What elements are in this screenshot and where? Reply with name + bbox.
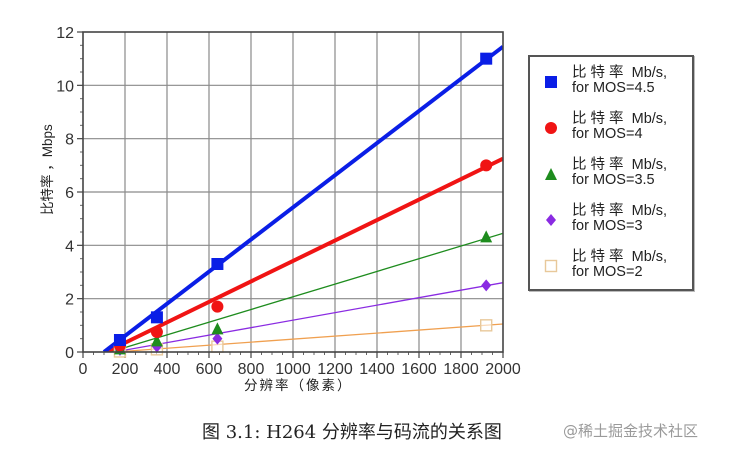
- triangle-marker: [480, 230, 493, 243]
- legend-item-mos-4: 比 特 率 Mb/s, for MOS=4: [530, 111, 692, 151]
- chart-legend: 比 特 率 Mb/s, for MOS=4.5 比 特 率 Mb/s, for MO…: [528, 55, 694, 291]
- square-marker: [150, 311, 163, 324]
- x-tick-label: 200: [112, 361, 139, 378]
- y-axis-label: 比特率 ，Mbps: [40, 124, 55, 215]
- y-tick-label: 10: [56, 78, 74, 95]
- fit-line: [114, 323, 503, 352]
- diamond-marker: [481, 279, 492, 292]
- watermark: @稀土掘金技术社区: [563, 422, 699, 440]
- circle-marker: [480, 159, 493, 172]
- legend-label-line2: for MOS=4: [572, 126, 643, 142]
- legend-item-mos-3: 比 特 率 Mb/s, for MOS=3: [530, 203, 692, 243]
- open-square-marker-icon: [544, 259, 558, 273]
- fit-line: [114, 282, 503, 352]
- circle-marker: [211, 300, 224, 313]
- y-tick-label: 6: [65, 185, 74, 202]
- y-tick-label: 0: [65, 345, 74, 362]
- legend-label-line2: for MOS=2: [572, 264, 643, 280]
- legend-label-line2: for MOS=3: [572, 218, 643, 234]
- diamond-marker-icon: [546, 214, 556, 226]
- legend-label-line2: for MOS=4.5: [572, 80, 655, 96]
- legend-item-mos-2: 比 特 率 Mb/s, for MOS=2: [530, 249, 692, 289]
- diamond-marker: [212, 332, 223, 345]
- legend-item-mos-4-5: 比 特 率 Mb/s, for MOS=4.5: [530, 65, 692, 105]
- legend-label-line1: 比 特 率 Mb/s,: [572, 65, 668, 81]
- x-tick-label: 1400: [359, 361, 395, 378]
- y-tick-label: 4: [65, 238, 74, 255]
- circle-marker: [150, 326, 163, 338]
- x-tick-label: 2000: [485, 361, 521, 378]
- fit-line: [102, 45, 503, 352]
- x-tick-label: 1800: [443, 361, 479, 378]
- x-tick-label: 1000: [275, 361, 311, 378]
- x-tick-label: 800: [238, 361, 265, 378]
- square-marker-icon: [545, 76, 557, 88]
- open-square-marker: [480, 319, 493, 332]
- circle-marker-icon: [545, 122, 557, 134]
- x-tick-label: 400: [154, 361, 181, 378]
- legend-label-line1: 比 特 率 Mb/s,: [572, 111, 668, 127]
- x-tick-label: 600: [196, 361, 223, 378]
- legend-label-line1: 比 特 率 Mb/s,: [572, 157, 668, 173]
- legend-label-line2: for MOS=3.5: [572, 172, 655, 188]
- fit-line: [105, 156, 503, 352]
- fit-line: [110, 232, 503, 352]
- triangle-marker-icon: [545, 168, 557, 180]
- x-tick-label: 1600: [401, 361, 437, 378]
- y-tick-label: 12: [56, 25, 74, 42]
- legend-label-line1: 比 特 率 Mb/s,: [572, 203, 668, 219]
- plot-frame: [82, 31, 504, 353]
- x-tick-label: 1200: [317, 361, 353, 378]
- y-tick-label: 2: [65, 292, 74, 309]
- square-marker: [211, 258, 224, 270]
- x-axis-label: 分辨率（像素）: [244, 378, 353, 393]
- square-marker: [113, 334, 126, 346]
- triangle-marker: [211, 322, 224, 335]
- figure-caption: 图 3.1: H264 分辨率与码流的关系图: [202, 422, 502, 443]
- y-tick-label: 8: [65, 132, 74, 149]
- legend-item-mos-3-5: 比 特 率 Mb/s, for MOS=3.5: [530, 157, 692, 197]
- x-tick-label: 0: [79, 361, 88, 378]
- triangle-marker: [150, 334, 163, 347]
- legend-label-line1: 比 特 率 Mb/s,: [572, 249, 668, 265]
- square-marker: [480, 52, 493, 65]
